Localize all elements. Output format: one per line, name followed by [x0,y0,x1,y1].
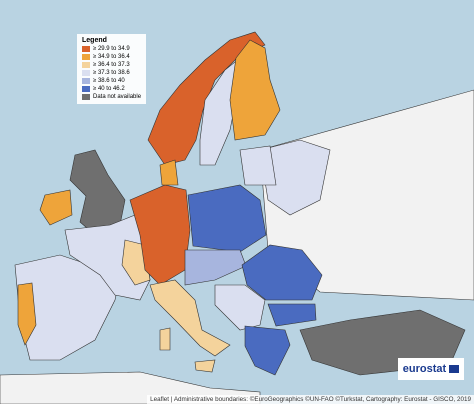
region [267,303,317,327]
region [184,249,247,286]
legend-entry: ≥ 34.9 to 36.4 [82,53,141,61]
region [214,284,266,331]
legend-swatch [82,86,90,92]
legend: Legend ≥ 29.9 to 34.9 ≥ 34.9 to 36.4 ≥ 36.… [77,34,147,104]
region [194,359,216,373]
logo: eurostat [398,358,464,380]
region [17,282,37,346]
legend-label: Data not available [93,94,142,100]
legend-label: ≥ 38.6 to 40 [93,78,125,84]
legend-entry: ≥ 38.6 to 40 [82,77,141,85]
legend-entry: ≥ 37.3 to 38.6 [82,69,141,77]
region [239,145,277,186]
region [159,327,171,351]
region [229,39,281,141]
region [187,184,267,253]
region [259,139,331,216]
legend-entry: ≥ 36.4 to 37.3 [82,61,141,69]
legend-entry: ≥ 40 to 46.2 [82,85,141,93]
region [149,279,231,357]
legend-title: Legend [82,37,107,44]
legend-label: ≥ 40 to 46.2 [93,86,125,92]
region [241,244,323,301]
legend-label: ≥ 36.4 to 37.3 [93,62,130,68]
legend-label: ≥ 37.3 to 38.6 [93,70,130,76]
eu-flag [449,365,460,373]
region [159,159,179,186]
legend-swatch [82,94,90,100]
non-eu-land [259,89,474,301]
attribution: Leaflet | Administrative boundaries: ©Eu… [147,395,474,404]
legend-swatch [82,46,90,52]
region [39,189,73,226]
legend-entry: Data not available [82,93,141,101]
legend-label: ≥ 34.9 to 36.4 [93,54,130,60]
region [244,325,291,376]
legend-swatch [82,62,90,68]
legend-swatch [82,54,90,60]
legend-swatch [82,70,90,76]
logo-text: eurostat [402,363,447,375]
legend-entry: ≥ 29.9 to 34.9 [82,45,141,53]
legend-label: ≥ 29.9 to 34.9 [93,46,130,52]
legend-swatch [82,78,90,84]
legend-items: ≥ 29.9 to 34.9 ≥ 34.9 to 36.4 ≥ 36.4 to 37… [82,45,141,101]
region [64,214,151,301]
